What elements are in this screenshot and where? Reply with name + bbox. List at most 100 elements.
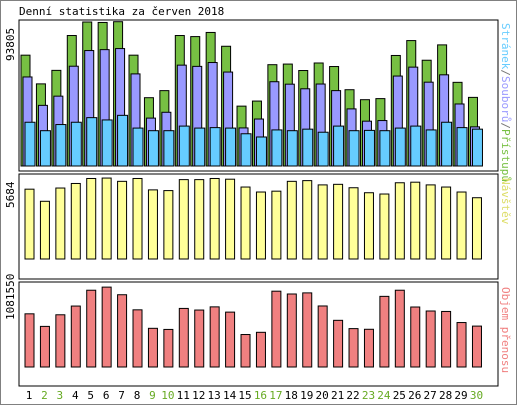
day-label-1: 1 bbox=[26, 389, 33, 402]
day-label-12: 12 bbox=[192, 389, 205, 402]
pages-bar-26 bbox=[410, 125, 422, 167]
visits-bar-26 bbox=[410, 181, 421, 260]
visits-bar-28 bbox=[441, 186, 452, 260]
traffic-bar-15 bbox=[240, 334, 251, 368]
visits-bar-30 bbox=[471, 197, 482, 260]
pages-bar-14 bbox=[225, 127, 237, 167]
day-label-24: 24 bbox=[377, 389, 391, 402]
traffic-bar-12 bbox=[194, 309, 205, 368]
traffic-bar-6 bbox=[101, 286, 112, 368]
traffic-bar-17 bbox=[271, 290, 282, 368]
pages-bar-2 bbox=[39, 130, 51, 167]
visits-bar-18 bbox=[286, 180, 297, 260]
pages-bar-17 bbox=[271, 129, 283, 167]
legend-sep-1: / bbox=[499, 69, 512, 76]
visits-panel-frame bbox=[18, 173, 499, 280]
day-label-5: 5 bbox=[87, 389, 94, 402]
pages-bar-20 bbox=[317, 131, 329, 167]
visits-bar-6 bbox=[101, 177, 112, 260]
traffic-bar-16 bbox=[255, 331, 266, 368]
pages-bar-4 bbox=[70, 121, 82, 167]
traffic-bar-26 bbox=[410, 306, 421, 368]
visits-bar-4 bbox=[70, 182, 81, 260]
day-label-11: 11 bbox=[177, 389, 190, 402]
visits-bar-2 bbox=[39, 200, 50, 260]
x-axis-labels: 1 2 3 4 5 6 7 8 9 10 11 12 13 14 15 16 17 18 19 20 21 22 23 24 2… bbox=[26, 389, 483, 402]
pages-bar-18 bbox=[286, 130, 298, 167]
visits-bar-11 bbox=[178, 179, 189, 260]
pages-bar-13 bbox=[209, 127, 221, 167]
visits-bar-22 bbox=[348, 187, 359, 260]
day-label-17: 17 bbox=[269, 389, 282, 402]
traffic-bar-1 bbox=[24, 313, 35, 368]
traffic-bar-13 bbox=[209, 306, 220, 368]
pages-bar-28 bbox=[441, 121, 453, 167]
pages-bar-8 bbox=[132, 127, 144, 167]
traffic-panel-frame bbox=[18, 281, 499, 387]
visits-bar-16 bbox=[255, 191, 266, 260]
visits-bar-23 bbox=[363, 192, 374, 260]
day-label-25: 25 bbox=[393, 389, 406, 402]
visits-bar-21 bbox=[333, 183, 344, 260]
pages-bar-10 bbox=[163, 130, 175, 167]
day-label-19: 19 bbox=[300, 389, 313, 402]
traffic-bar-11 bbox=[178, 307, 189, 368]
legend-files: Souborů bbox=[499, 76, 512, 122]
day-label-21: 21 bbox=[331, 389, 344, 402]
visits-bar-29 bbox=[456, 191, 467, 260]
pages-bar-9 bbox=[147, 130, 159, 167]
visits-bar-3 bbox=[55, 187, 66, 260]
pages-bar-12 bbox=[194, 127, 206, 167]
legend-hits: Přístupů bbox=[499, 129, 512, 182]
hits-panel-frame bbox=[18, 19, 499, 172]
traffic-bar-8 bbox=[132, 309, 143, 368]
visits-bar-10 bbox=[163, 190, 174, 260]
pages-bar-5 bbox=[86, 117, 98, 167]
traffic-bar-21 bbox=[333, 319, 344, 368]
pages-bar-22 bbox=[348, 130, 360, 167]
visits-bar-5 bbox=[86, 177, 97, 260]
day-label-9: 9 bbox=[149, 389, 156, 402]
traffic-bar-25 bbox=[394, 289, 405, 368]
pages-bar-25 bbox=[394, 127, 406, 167]
pages-bar-11 bbox=[178, 125, 190, 167]
traffic-bar-23 bbox=[363, 328, 374, 368]
day-label-16: 16 bbox=[254, 389, 267, 402]
traffic-bar-27 bbox=[425, 310, 436, 368]
day-label-20: 20 bbox=[316, 389, 329, 402]
visits-bar-19 bbox=[302, 180, 313, 260]
pages-bar-23 bbox=[363, 129, 375, 167]
visits-bar-8 bbox=[132, 177, 143, 260]
pages-bar-7 bbox=[117, 114, 129, 167]
day-label-29: 29 bbox=[454, 389, 467, 402]
day-label-27: 27 bbox=[424, 389, 437, 402]
visits-bar-13 bbox=[209, 177, 220, 260]
pages-bar-29 bbox=[456, 127, 468, 167]
day-label-26: 26 bbox=[408, 389, 421, 402]
traffic-bar-3 bbox=[55, 314, 66, 368]
pages-bar-1 bbox=[24, 121, 36, 167]
visits-bar-12 bbox=[194, 179, 205, 260]
visits-legend: Návštěv bbox=[499, 178, 512, 225]
legend-sep-2: / bbox=[499, 122, 512, 129]
pages-bar-6 bbox=[101, 119, 113, 167]
legend-pages: Stránek bbox=[499, 23, 512, 70]
chart-title: Denní statistika za červen 2018 bbox=[19, 5, 224, 18]
pages-bar-21 bbox=[333, 125, 345, 167]
traffic-bar-4 bbox=[70, 305, 81, 368]
visits-bar-27 bbox=[425, 184, 436, 260]
traffic-bar-9 bbox=[147, 327, 158, 368]
day-label-28: 28 bbox=[439, 389, 452, 402]
pages-bar-27 bbox=[425, 129, 437, 167]
pages-bar-3 bbox=[55, 124, 67, 167]
day-label-8: 8 bbox=[134, 389, 141, 402]
visits-bar-1 bbox=[24, 188, 35, 260]
traffic-bar-18 bbox=[286, 293, 297, 368]
visits-bar-7 bbox=[117, 180, 128, 260]
traffic-bar-19 bbox=[302, 292, 313, 368]
traffic-legend: Objem přenosu bbox=[499, 287, 512, 373]
visits-bar-20 bbox=[317, 184, 328, 260]
traffic-bar-7 bbox=[117, 294, 128, 368]
visits-bar-25 bbox=[394, 182, 405, 260]
traffic-bar-30 bbox=[471, 325, 482, 368]
